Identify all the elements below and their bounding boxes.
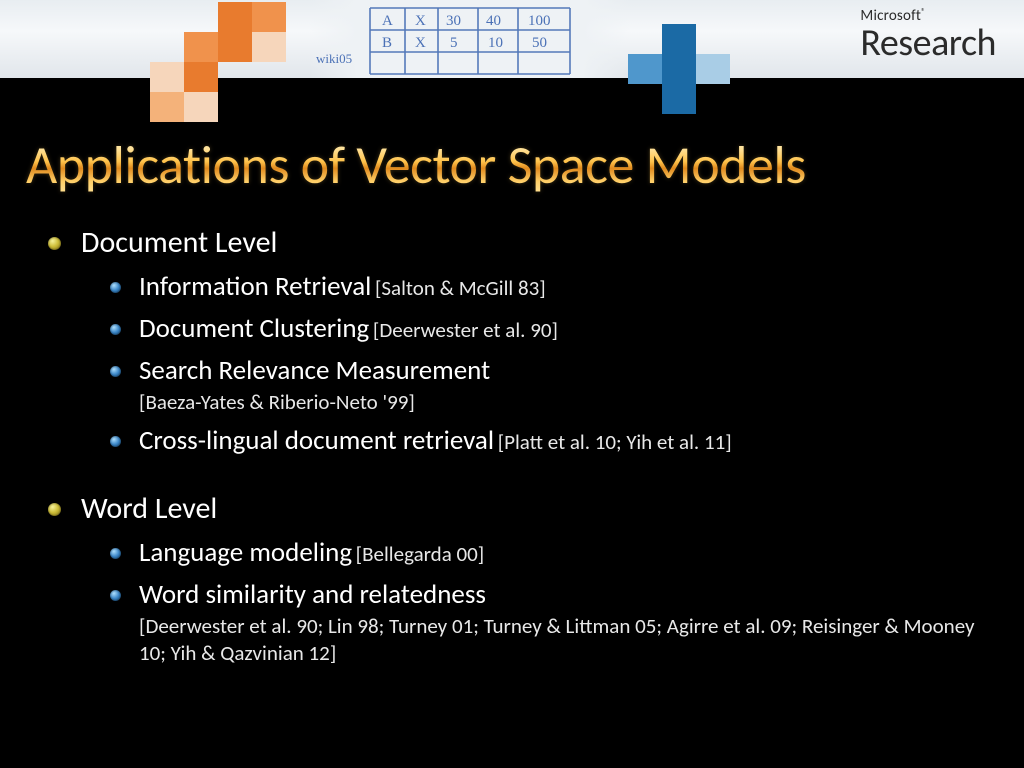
bullet-l1-icon bbox=[48, 503, 61, 516]
bullet-l2-icon bbox=[110, 366, 121, 377]
svg-text:30: 30 bbox=[446, 13, 461, 29]
svg-text:100: 100 bbox=[528, 13, 551, 29]
list-item: Information Retrieval [Salton & McGill 8… bbox=[110, 270, 988, 303]
title-wrap: Applications of Vector Space Models bbox=[26, 132, 996, 198]
svg-text:A: A bbox=[382, 13, 393, 29]
svg-text:10: 10 bbox=[488, 35, 503, 51]
svg-text:X: X bbox=[415, 35, 426, 51]
item-citation: [Baeza-Yates & Riberio-Neto '99] bbox=[139, 389, 490, 415]
item-citation: [Platt et al. 10; Yih et al. 11] bbox=[498, 429, 732, 455]
section-heading-text: Document Level bbox=[81, 224, 277, 261]
header-band: A X 30 40 100 B X 5 10 50 wiki05 Microsoft® Re… bbox=[0, 0, 1024, 78]
whiteboard-graphic: A X 30 40 100 B X 5 10 50 wiki05 bbox=[310, 0, 630, 78]
item-citation: [Salton & McGill 83] bbox=[375, 275, 546, 301]
list-item: Word similarity and relatedness [Deerwes… bbox=[110, 578, 988, 666]
svg-text:40: 40 bbox=[486, 13, 501, 29]
list-item: Cross-lingual document retrieval [Platt … bbox=[110, 424, 988, 457]
bullet-l2-icon bbox=[110, 324, 121, 335]
item-label: Information Retrieval bbox=[139, 270, 371, 303]
section-heading: Document Level bbox=[48, 224, 988, 261]
item-label: Cross-lingual document retrieval bbox=[139, 424, 494, 457]
bullet-l2-icon bbox=[110, 436, 121, 447]
slide-content: Document Level Information Retrieval [Sa… bbox=[48, 214, 988, 675]
svg-text:wiki05: wiki05 bbox=[316, 51, 352, 66]
svg-text:X: X bbox=[415, 13, 426, 29]
list-item: Language modeling [Bellegarda 00] bbox=[110, 536, 988, 569]
list-item: Search Relevance Measurement [Baeza-Yate… bbox=[110, 354, 988, 415]
bullet-l2-icon bbox=[110, 282, 121, 293]
item-citation: [Bellegarda 00] bbox=[356, 541, 485, 567]
list-item: Document Clustering [Deerwester et al. 9… bbox=[110, 312, 988, 345]
section-heading-text: Word Level bbox=[81, 490, 217, 527]
svg-text:B: B bbox=[382, 35, 392, 51]
brand-logo: Microsoft® Research bbox=[860, 8, 996, 62]
slide-title: Applications of Vector Space Models bbox=[26, 132, 996, 198]
item-label: Document Clustering bbox=[139, 312, 369, 345]
bullet-l2-icon bbox=[110, 548, 121, 559]
item-label: Word similarity and relatedness bbox=[139, 578, 486, 611]
bullet-l1-icon bbox=[48, 237, 61, 250]
svg-text:5: 5 bbox=[450, 35, 458, 51]
item-label: Search Relevance Measurement bbox=[139, 354, 490, 387]
item-label: Language modeling bbox=[139, 536, 352, 569]
item-citation: [Deerwester et al. 90; Lin 98; Turney 01… bbox=[139, 613, 988, 666]
section-heading: Word Level bbox=[48, 490, 988, 527]
brand-line2: Research bbox=[860, 24, 996, 62]
bullet-l2-icon bbox=[110, 590, 121, 601]
item-citation: [Deerwester et al. 90] bbox=[373, 317, 558, 343]
svg-text:50: 50 bbox=[532, 35, 547, 51]
